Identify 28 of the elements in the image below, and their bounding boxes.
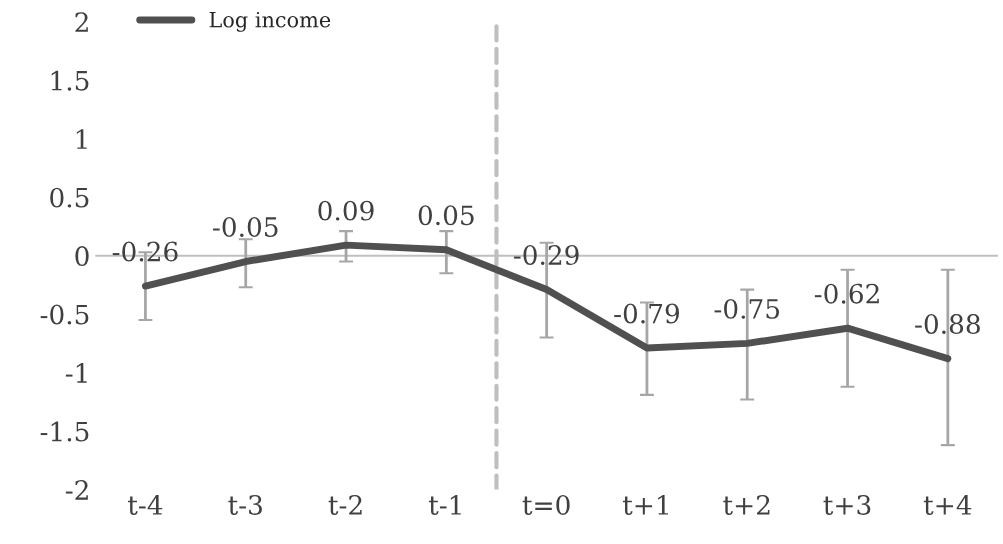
x-tick-label: t+4 bbox=[923, 494, 972, 515]
legend-label: Log income bbox=[209, 11, 331, 32]
x-tick-label: t-2 bbox=[328, 494, 362, 515]
y-tick-label: -1.5 bbox=[40, 421, 89, 442]
data-label: -0.05 bbox=[213, 217, 278, 237]
y-tick-label: 1.5 bbox=[51, 70, 89, 91]
x-tick-label: t+1 bbox=[622, 494, 668, 515]
x-tick-label: t-3 bbox=[228, 494, 262, 515]
y-tick-label: -1 bbox=[65, 363, 87, 383]
y-tick-label: -2 bbox=[65, 480, 88, 500]
y-tick-label: 1 bbox=[76, 129, 87, 149]
x-tick-label: t+2 bbox=[723, 494, 770, 515]
data-label: -0.88 bbox=[915, 314, 980, 335]
data-label: -0.26 bbox=[112, 241, 178, 262]
data-label: -0.62 bbox=[814, 283, 879, 304]
data-label: -0.75 bbox=[714, 298, 780, 319]
x-tick-label: t+3 bbox=[823, 494, 871, 515]
x-tick-label: t-4 bbox=[128, 494, 163, 515]
x-tick-label: t=0 bbox=[522, 494, 570, 515]
data-label: 0.09 bbox=[318, 200, 374, 221]
x-tick-label: t-1 bbox=[428, 494, 461, 515]
data-label: -0.29 bbox=[513, 245, 579, 266]
y-tick-label: 0 bbox=[75, 246, 89, 267]
y-tick-label: 2 bbox=[75, 12, 88, 32]
data-label: -0.79 bbox=[614, 303, 679, 324]
y-tick-label: -0.5 bbox=[40, 304, 89, 325]
data-label: 0.05 bbox=[418, 205, 474, 226]
y-tick-label: 0.5 bbox=[50, 187, 89, 208]
